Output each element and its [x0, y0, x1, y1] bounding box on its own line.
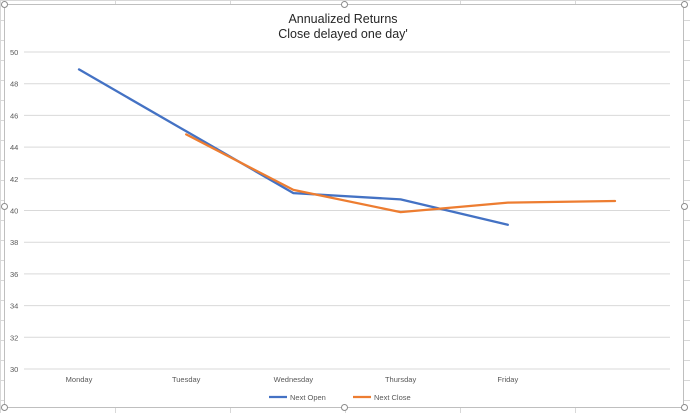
resize-handle-bottom[interactable]	[341, 404, 348, 411]
chart-area[interactable]	[4, 4, 684, 408]
resize-handle-right[interactable]	[681, 203, 688, 210]
chart-title: Annualized Returns	[288, 12, 397, 26]
x-tick-label: Wednesday	[274, 375, 314, 384]
resize-handle-bottom-right[interactable]	[681, 404, 688, 411]
series-line-next-close	[185, 133, 617, 214]
x-tick-label: Friday	[497, 375, 518, 384]
y-tick-label: 34	[10, 302, 18, 311]
y-tick-label: 42	[10, 175, 18, 184]
y-tick-label: 46	[10, 111, 18, 120]
y-tick-label: 48	[10, 80, 18, 89]
chart-subtitle: Close delayed one day'	[278, 27, 408, 41]
y-tick-label: 30	[10, 365, 18, 374]
x-tick-label: Thursday	[385, 375, 417, 384]
resize-handle-left[interactable]	[1, 203, 8, 210]
y-tick-label: 36	[10, 270, 18, 279]
y-tick-label: 44	[10, 143, 18, 152]
y-tick-label: 50	[10, 48, 18, 57]
resize-handle-bottom-left[interactable]	[1, 404, 8, 411]
legend-label: Next Open	[290, 393, 326, 402]
y-tick-label: 32	[10, 333, 18, 342]
x-tick-label: Monday	[66, 375, 93, 384]
resize-handle-top[interactable]	[341, 1, 348, 8]
legend-label: Next Close	[374, 393, 411, 402]
y-tick-label: 40	[10, 207, 18, 216]
y-tick-label: 38	[10, 238, 18, 247]
resize-handle-top-right[interactable]	[681, 1, 688, 8]
x-tick-label: Tuesday	[172, 375, 201, 384]
resize-handle-top-left[interactable]	[1, 1, 8, 8]
